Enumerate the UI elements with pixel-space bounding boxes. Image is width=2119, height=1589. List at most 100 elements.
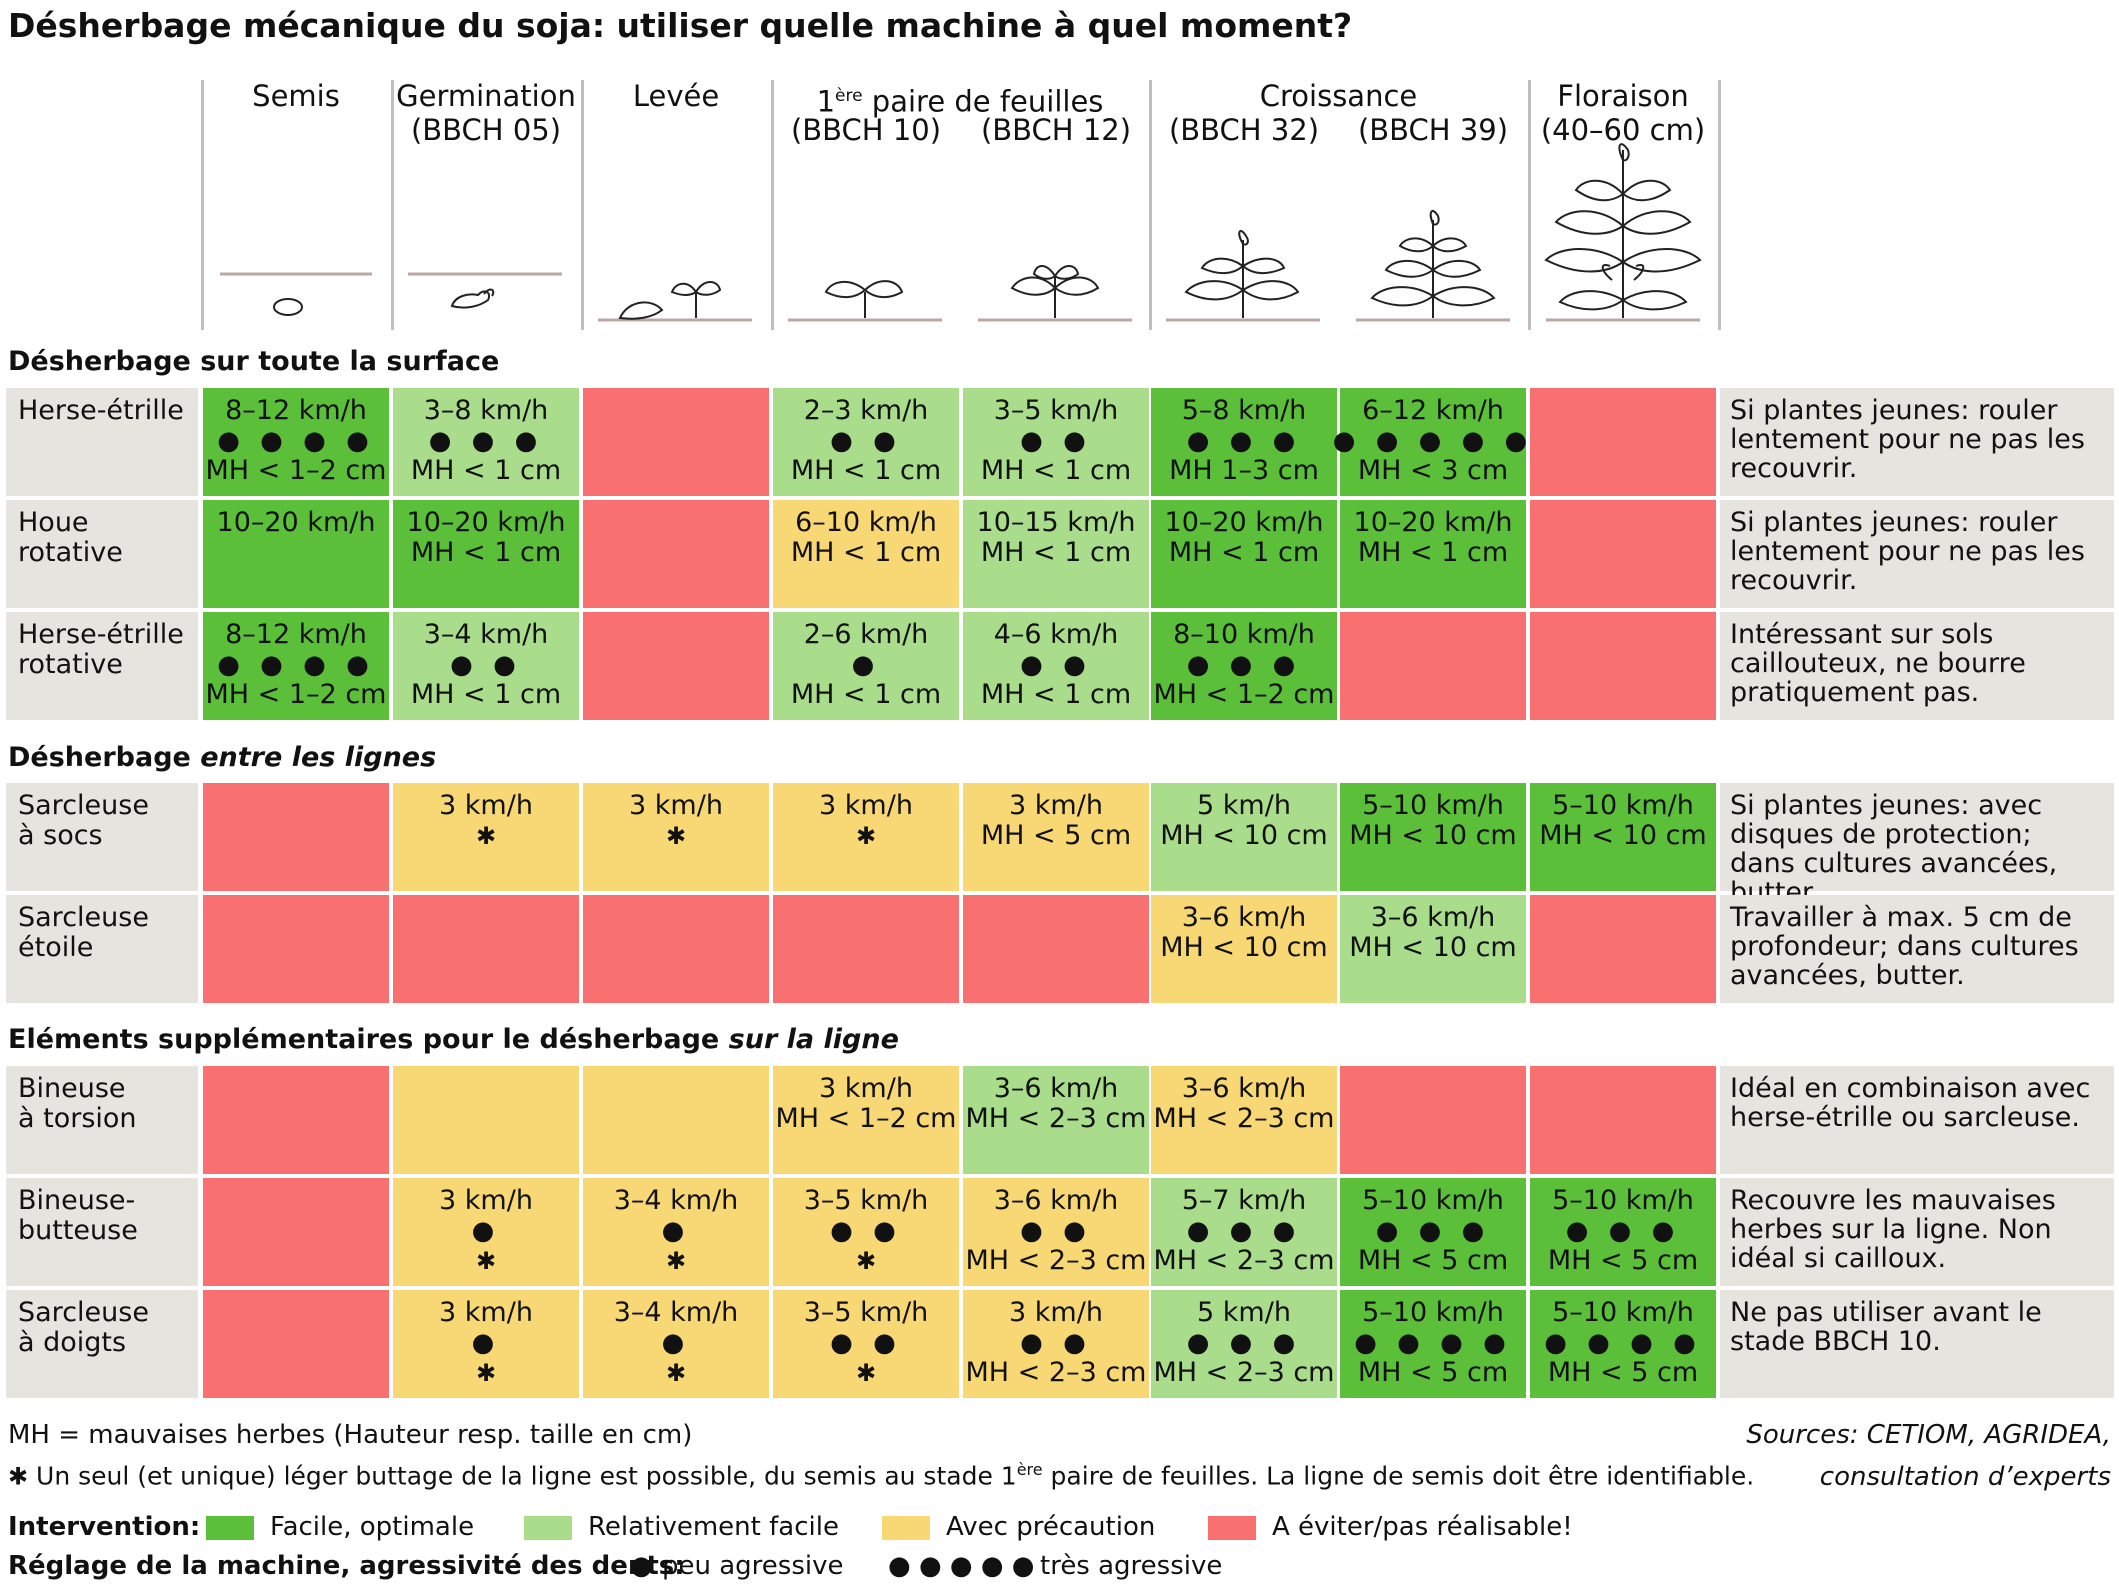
matrix-cell	[1340, 1066, 1526, 1174]
matrix-cell: 5–10 km/h ● ● ● MH < 5 cm	[1530, 1178, 1716, 1286]
cell-text: MH < 1 cm	[410, 537, 562, 568]
cell-text: 10–20 km/h	[1164, 507, 1324, 538]
sources-line-1: Sources: CETIOM, AGRIDEA,	[1746, 1420, 2111, 1450]
cell-text: MH < 2–3 cm	[965, 1103, 1147, 1134]
row-label-line: étoile	[18, 932, 94, 963]
cell-text: MH 1–3 cm	[1169, 455, 1319, 486]
cell-text: MH < 2–3 cm	[1153, 1357, 1335, 1388]
matrix-cell	[963, 895, 1149, 1003]
aggressiveness-dots: ● ● ● ●	[217, 650, 375, 680]
aggressiveness-dots: ● ●	[1020, 650, 1092, 680]
aggressiveness-dots: ● ●	[450, 650, 522, 680]
matrix-cell	[203, 895, 389, 1003]
legend-intervention-label: Intervention:	[8, 1512, 201, 1542]
section-toute-surface: Désherbage sur toute la surface	[8, 346, 500, 377]
cell-text: 3 km/h	[439, 790, 533, 821]
cell-text: MH < 2–3 cm	[965, 1245, 1147, 1276]
cell-text: MH < 1–2 cm	[1153, 679, 1335, 710]
cell-text: 5 km/h	[1197, 790, 1291, 821]
aggressiveness-dots: ● ● ●	[1186, 650, 1302, 680]
flowering-plant-icon	[1544, 143, 1702, 318]
cell-text: 3 km/h	[439, 1297, 533, 1328]
stage-floraison: Floraison	[1557, 79, 1689, 113]
matrix-cell	[1530, 388, 1716, 496]
legend-tres-agressive: très agressive	[1040, 1551, 1223, 1581]
cell-text: 5–8 km/h	[1181, 395, 1307, 426]
cell-text: MH < 5 cm	[980, 820, 1132, 851]
cell-text: MH < 1 cm	[790, 679, 942, 710]
matrix-cell: 5–10 km/h ● ● ● MH < 5 cm	[1340, 1178, 1526, 1286]
legend-dot-five: ● ● ● ● ●	[888, 1551, 1035, 1581]
row-note: Si plantes jeunes: avec disques de prote…	[1720, 783, 2114, 907]
aggressiveness-dots: ● ● ●	[428, 426, 544, 456]
buttage-star: ✱	[665, 822, 687, 850]
row-label: Bineuse-butteuse	[6, 1178, 198, 1286]
cell-text: MH < 2–3 cm	[965, 1357, 1147, 1388]
stage-semis: Semis	[252, 79, 340, 113]
cell-text: 3–6 km/h	[1370, 902, 1496, 933]
cell-text: MH < 1 cm	[410, 679, 562, 710]
aggressiveness-dots: ●	[471, 1216, 501, 1246]
legend-swatch-relativement	[524, 1516, 572, 1540]
cell-text: 3–4 km/h	[423, 619, 549, 650]
matrix-cell	[583, 500, 769, 608]
cell-text: 10–20 km/h	[1353, 507, 1513, 538]
matrix-cell	[1530, 895, 1716, 1003]
row-label-line: butteuse	[18, 1215, 138, 1246]
matrix-cell: 10–20 km/h MH < 1 cm	[1151, 500, 1337, 608]
matrix-cell: 4–6 km/h ● ● MH < 1 cm	[963, 612, 1149, 720]
cell-text: 5 km/h	[1197, 1297, 1291, 1328]
buttage-star: ✱	[855, 1247, 877, 1275]
cell-text: 5–10 km/h	[1552, 1297, 1694, 1328]
row-label-line: Sarcleuse	[18, 1297, 149, 1328]
matrix-cell: 3–5 km/h ● ● MH < 1 cm	[963, 388, 1149, 496]
buttage-star: ✱	[855, 1359, 877, 1387]
cell-text: 3 km/h	[629, 790, 723, 821]
cell-text: 10–20 km/h	[406, 507, 566, 538]
aggressiveness-dots: ● ● ● ●	[1354, 1328, 1512, 1358]
cell-text: MH < 3 cm	[1357, 455, 1509, 486]
stage-divider	[581, 80, 584, 330]
matrix-cell: 8–12 km/h ● ● ● ● MH < 1–2 cm	[203, 388, 389, 496]
matrix-cell: 5–10 km/h ● ● ● ● MH < 5 cm	[1530, 1290, 1716, 1398]
matrix-cell: 3 km/h MH < 1–2 cm	[773, 1066, 959, 1174]
matrix-cell	[203, 1066, 389, 1174]
stage-divider	[771, 80, 774, 330]
matrix-cell: 3 km/h MH < 5 cm	[963, 783, 1149, 891]
sources-line-2: consultation d’experts	[1819, 1462, 2111, 1492]
cell-text: MH < 10 cm	[1349, 820, 1517, 851]
cell-text: 5–10 km/h	[1552, 1185, 1694, 1216]
matrix-cell: 2–3 km/h ● ● MH < 1 cm	[773, 388, 959, 496]
row-label: Sarcleuse à socs	[6, 783, 198, 891]
row-label: Herse-étrille	[6, 388, 198, 496]
row-label-line: Houe rotative	[18, 507, 123, 568]
stage-croissance: Croissance	[1259, 79, 1418, 113]
cell-text: 3 km/h	[1009, 790, 1103, 821]
matrix-cell: 3–5 km/h ● ● ✱	[773, 1178, 959, 1286]
stage-germination: Germination	[396, 79, 576, 113]
aggressiveness-dots: ● ●	[1020, 1216, 1092, 1246]
row-note: Intéressant sur sols caillouteux, ne bou…	[1720, 612, 2114, 720]
matrix-cell: 5–10 km/h MH < 10 cm	[1340, 783, 1526, 891]
matrix-cell: 5–10 km/h MH < 10 cm	[1530, 783, 1716, 891]
stage-divider	[1149, 80, 1152, 330]
matrix-cell	[583, 895, 769, 1003]
legend-swatch-eviter	[1208, 1516, 1256, 1540]
row-label: Sarcleuse étoile	[6, 895, 198, 1003]
row-label-line: Herse-étrille	[18, 395, 184, 426]
cell-text: 5–10 km/h	[1362, 790, 1504, 821]
seed-icon	[273, 298, 303, 316]
matrix-cell: 3 km/h ● ● MH < 2–3 cm	[963, 1290, 1149, 1398]
aggressiveness-dots: ● ●	[830, 426, 902, 456]
matrix-cell: 3–5 km/h ● ● ✱	[773, 1290, 959, 1398]
cell-text: MH < 1 cm	[980, 537, 1132, 568]
cell-text: 8–10 km/h	[1173, 619, 1315, 650]
matrix-cell	[1530, 612, 1716, 720]
row-label: Bineuse à torsion	[6, 1066, 198, 1174]
aggressiveness-dots: ●	[851, 650, 881, 680]
cell-text: MH < 5 cm	[1357, 1357, 1509, 1388]
cell-text: 3–5 km/h	[803, 1297, 929, 1328]
cell-text: MH < 2–3 cm	[1153, 1245, 1335, 1276]
cell-text: 5–10 km/h	[1552, 790, 1694, 821]
stage-premiere-paire: 1ère paire de feuilles	[816, 84, 1104, 119]
